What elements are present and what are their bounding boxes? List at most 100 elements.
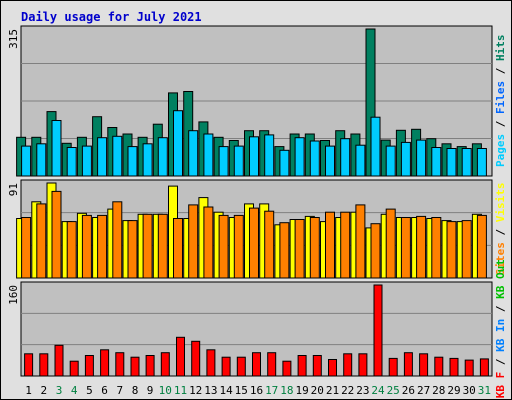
bar-pages-day-23 xyxy=(355,144,366,177)
x-axis-labels: 1 2 3 4 5 6 7 8 9 10 11 12 13 14 15 16 17 18 19 20 21 22 23 24 2… xyxy=(25,384,491,397)
bar-pages-day-20 xyxy=(309,140,320,177)
bar-pages-day-2 xyxy=(36,143,47,177)
x-tick-label-day-6: 6 xyxy=(101,384,108,397)
legend-top: Pages / Files / Hits xyxy=(494,35,507,168)
bar-pages-day-10 xyxy=(157,137,168,177)
legend-separator: / xyxy=(494,114,507,134)
x-tick-label-day-25: 25 xyxy=(387,384,400,397)
bar-pages-day-24 xyxy=(370,116,381,177)
bar-kb-f-day-17 xyxy=(267,352,277,377)
x-tick-label-day-11: 11 xyxy=(174,384,187,397)
bar-kb-f-day-14 xyxy=(221,356,231,377)
x-tick-label-day-29: 29 xyxy=(447,384,460,397)
bar-sites-day-21 xyxy=(325,211,335,279)
bar-sites-day-20 xyxy=(309,217,320,279)
bar-kb-f-day-6 xyxy=(100,349,110,377)
bar-sites-day-30 xyxy=(461,220,472,279)
bar-pages-day-22 xyxy=(340,138,351,177)
bar-kb-f-day-15 xyxy=(236,356,246,377)
bar-kb-f-day-30 xyxy=(464,359,474,377)
x-tick-label-day-27: 27 xyxy=(417,384,430,397)
legend-item-kb_out: KB Out xyxy=(494,259,507,299)
bar-kb-f-day-4 xyxy=(69,360,79,377)
bar-kb-f-day-5 xyxy=(84,355,94,377)
x-tick-label-day-19: 19 xyxy=(295,384,308,397)
legend-separator: / xyxy=(494,352,507,372)
bar-pages-day-7 xyxy=(112,135,123,177)
bar-pages-day-18 xyxy=(279,149,290,177)
bar-pages-day-27 xyxy=(416,139,427,177)
x-tick-label-day-15: 15 xyxy=(235,384,248,397)
bar-sites-day-1 xyxy=(21,217,32,279)
bar-kb-f-day-7 xyxy=(115,352,125,377)
bar-kb-f-day-28 xyxy=(434,356,444,377)
bar-kb-f-day-19 xyxy=(297,355,307,377)
x-tick-label-day-5: 5 xyxy=(86,384,93,397)
bar-kb-f-day-25 xyxy=(388,357,398,377)
bar-sites-day-13 xyxy=(203,206,214,279)
bar-sites-day-5 xyxy=(81,214,92,279)
bar-pages-day-28 xyxy=(431,147,442,177)
x-tick-label-day-17: 17 xyxy=(265,384,278,397)
x-tick-label-day-28: 28 xyxy=(432,384,445,397)
bar-kb-f-day-8 xyxy=(130,356,140,377)
bar-sites-day-10 xyxy=(157,213,168,279)
x-tick-label-day-22: 22 xyxy=(341,384,354,397)
bar-pages-day-1 xyxy=(21,145,32,177)
x-tick-label-day-7: 7 xyxy=(116,384,123,397)
bar-pages-day-25 xyxy=(385,145,396,177)
bar-pages-day-19 xyxy=(294,137,305,177)
x-tick-label-day-14: 14 xyxy=(219,384,233,397)
legend-item-pages: Pages xyxy=(494,134,507,167)
bar-kb-f-day-11 xyxy=(176,336,185,377)
bar-kb-f-day-1 xyxy=(24,353,34,377)
x-tick-label-day-2: 2 xyxy=(40,384,47,397)
bar-sites-day-2 xyxy=(36,203,47,279)
bar-sites-day-9 xyxy=(142,213,153,279)
bar-kb-f-day-22 xyxy=(343,353,353,377)
bar-sites-day-27 xyxy=(416,215,427,279)
bar-pages-day-6 xyxy=(97,137,108,177)
bar-pages-day-15 xyxy=(233,145,244,177)
bar-kb-f-day-18 xyxy=(282,360,292,377)
bar-pages-day-11 xyxy=(173,110,183,177)
x-tick-label-day-10: 10 xyxy=(159,384,172,397)
panel-bottom: 160 xyxy=(7,281,493,377)
x-tick-label-day-30: 30 xyxy=(463,384,476,397)
bar-sites-day-24 xyxy=(370,223,381,279)
bar-sites-day-19 xyxy=(294,219,305,279)
bar-pages-day-30 xyxy=(461,148,472,177)
bar-sites-day-15 xyxy=(233,214,244,279)
y-max-label-middle: 91 xyxy=(7,183,20,196)
x-tick-label-day-18: 18 xyxy=(280,384,293,397)
bar-kb-f-day-16 xyxy=(252,352,261,377)
bar-sites-day-8 xyxy=(127,220,138,279)
bar-sites-day-6 xyxy=(97,214,108,279)
bar-kb-f-day-10 xyxy=(160,352,170,377)
x-tick-label-day-9: 9 xyxy=(147,384,154,397)
bar-sites-day-7 xyxy=(112,201,123,279)
legend-separator: / xyxy=(494,61,507,81)
legend-middle: Sites / Visits xyxy=(494,182,507,275)
x-tick-label-day-26: 26 xyxy=(402,384,415,397)
legend-bottom: KB F / KB In / KB Out xyxy=(494,259,507,398)
x-tick-label-day-4: 4 xyxy=(71,384,78,397)
x-tick-label-day-3: 3 xyxy=(56,384,63,397)
bar-sites-day-16 xyxy=(249,207,259,279)
bar-sites-day-12 xyxy=(188,204,199,279)
legend-item-kb_in: KB In xyxy=(494,319,507,352)
legend-item-hits: Hits xyxy=(494,35,507,62)
bar-pages-day-26 xyxy=(400,141,411,177)
bar-pages-day-16 xyxy=(249,136,259,177)
bar-sites-day-14 xyxy=(218,214,229,279)
bar-kb-f-day-3 xyxy=(54,344,64,377)
bar-pages-day-13 xyxy=(203,133,214,177)
bar-pages-day-29 xyxy=(446,148,457,177)
y-max-label-top: 315 xyxy=(7,29,20,49)
panels: 315 91 160 xyxy=(7,25,493,377)
bar-kb-f-day-31 xyxy=(479,358,489,377)
x-tick-label-day-21: 21 xyxy=(326,384,339,397)
